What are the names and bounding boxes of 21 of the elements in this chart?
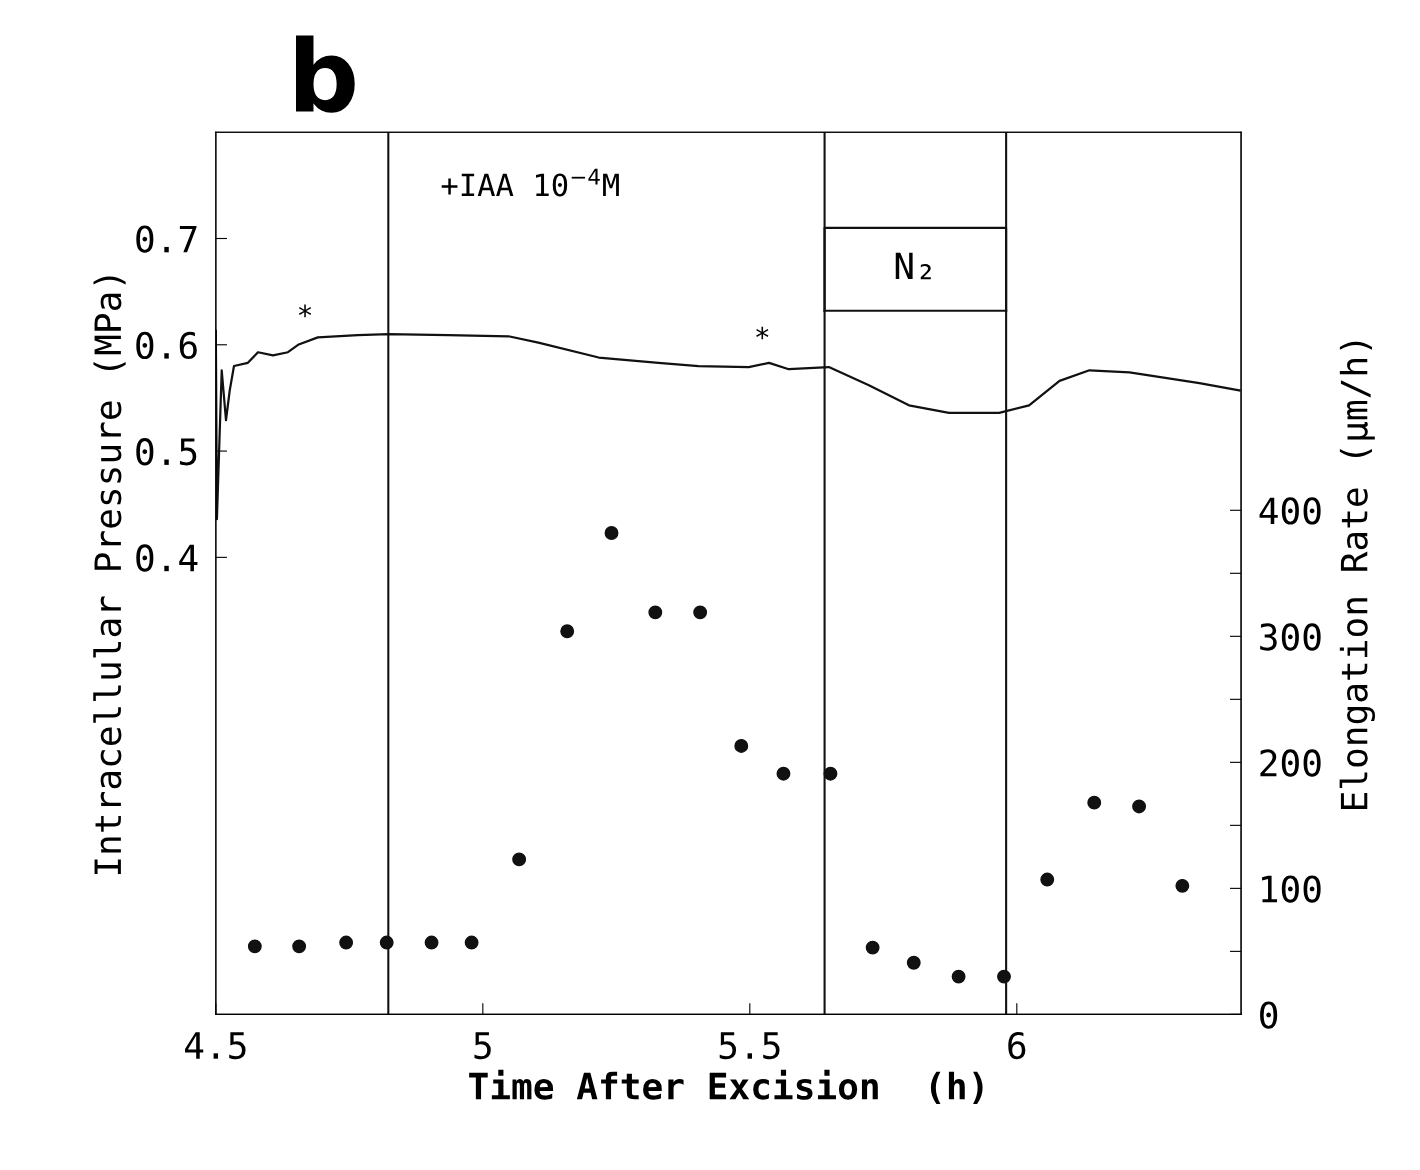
y2-tick-label: 0 xyxy=(1260,1001,1278,1029)
y-tick-label: 0.5 xyxy=(136,438,197,466)
y2-tick-label: 400 xyxy=(1259,497,1321,525)
x-tick-label: 6 xyxy=(1008,1031,1026,1060)
x-tick-label: 5 xyxy=(474,1032,491,1060)
annotation: * xyxy=(756,326,769,340)
annotation: * xyxy=(298,304,312,318)
x-tick-label: 5.5 xyxy=(719,1032,780,1060)
y2-tick-label: 100 xyxy=(1262,875,1321,903)
x-axis-title: Time After Excision (h) xyxy=(469,1069,983,1104)
x-tick-label: 4.5 xyxy=(185,1032,246,1060)
y-axis-title: Intracellular Pressure (MPa) xyxy=(93,276,126,875)
y-tick-label: 0.7 xyxy=(136,225,197,253)
y2-tick-label: 200 xyxy=(1260,749,1321,777)
y-tick-label: 0.6 xyxy=(136,331,197,360)
chart-title: b xyxy=(296,35,355,113)
annotation: +IAA 10$^{−4}$M xyxy=(441,168,619,197)
annotation: N₂ xyxy=(895,252,931,280)
y-tick-label: 0.4 xyxy=(136,544,198,572)
y2-axis-title: Elongation Rate (µm/h) xyxy=(1339,341,1376,809)
y2-tick-label: 300 xyxy=(1260,623,1321,651)
